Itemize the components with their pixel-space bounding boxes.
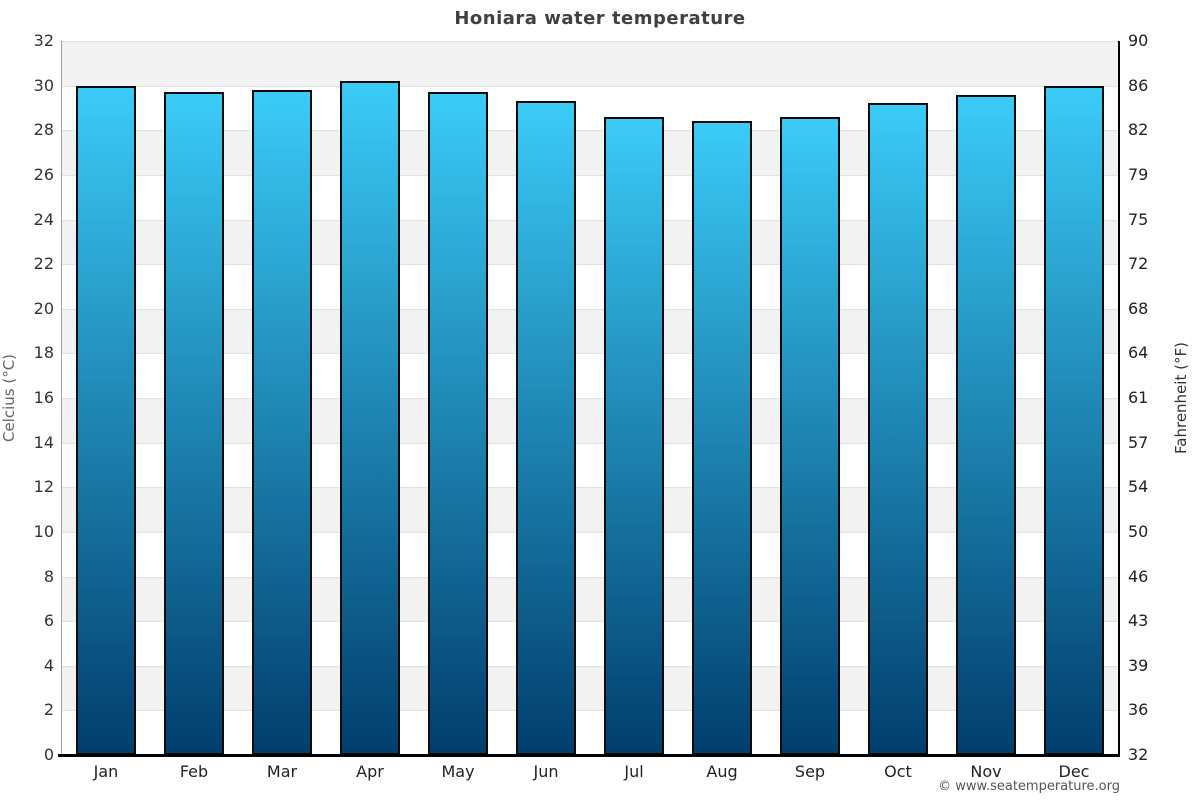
gridline <box>62 576 1118 578</box>
background-band <box>62 308 1118 354</box>
y-tick-celsius: 16 <box>33 388 54 407</box>
y-tick-fahrenheit: 36 <box>1128 700 1149 720</box>
y-tick-celsius: 30 <box>33 75 54 95</box>
gridline <box>62 308 1118 310</box>
background-band <box>62 174 1118 220</box>
temperature-bar-jul <box>604 116 664 755</box>
temperature-bar-jun <box>516 101 576 755</box>
y-tick-fahrenheit: 75 <box>1128 209 1149 229</box>
background-band <box>62 710 1118 755</box>
gridline <box>62 442 1118 444</box>
gridline <box>62 710 1118 712</box>
gridline <box>62 665 1118 667</box>
gridline <box>62 130 1118 132</box>
gridline <box>62 219 1118 221</box>
y-tick-fahrenheit: 64 <box>1128 343 1149 363</box>
y-tick-fahrenheit: 54 <box>1128 477 1149 497</box>
y-tick-fahrenheit: 90 <box>1128 31 1149 50</box>
gridline <box>62 41 1118 42</box>
y-tick-celsius: 14 <box>33 432 54 452</box>
plot-area <box>62 41 1118 755</box>
gridline <box>62 621 1118 623</box>
y-tick-fahrenheit: 86 <box>1128 75 1149 95</box>
background-band <box>62 531 1118 577</box>
background-band <box>62 487 1118 532</box>
background-band <box>62 41 1118 86</box>
x-tick-nov: Nov <box>970 762 1002 781</box>
background-band <box>62 665 1118 711</box>
x-tick-aug: Aug <box>706 762 738 781</box>
background-band <box>62 398 1118 443</box>
gridline <box>62 85 1118 87</box>
temperature-bar-jan <box>76 85 136 755</box>
y-tick-fahrenheit: 57 <box>1128 432 1149 452</box>
x-tick-sep: Sep <box>794 762 826 781</box>
x-tick-jun: Jun <box>533 762 559 781</box>
y-tick-celsius: 32 <box>33 31 54 50</box>
x-axis-line <box>58 754 1120 757</box>
y-tick-celsius: 12 <box>33 477 54 497</box>
x-tick-jul: Jul <box>624 762 644 781</box>
y-tick-fahrenheit: 61 <box>1128 388 1149 407</box>
gridline <box>62 264 1118 266</box>
y-axis-line-right <box>1118 41 1120 755</box>
y-tick-celsius: 6 <box>43 611 54 631</box>
y-tick-fahrenheit: 68 <box>1128 298 1149 318</box>
gridline <box>62 174 1118 176</box>
y-tick-fahrenheit: 72 <box>1128 254 1149 274</box>
background-band <box>62 219 1118 265</box>
temperature-bar-mar <box>252 90 312 755</box>
temperature-bar-aug <box>692 121 752 755</box>
gridline <box>62 398 1118 399</box>
y-tick-celsius: 18 <box>33 343 54 363</box>
y-tick-fahrenheit: 32 <box>1128 745 1149 764</box>
temperature-bar-sep <box>780 116 840 755</box>
background-band <box>62 621 1118 666</box>
background-band <box>62 576 1118 622</box>
y-tick-celsius: 10 <box>33 521 54 541</box>
background-band <box>62 130 1118 175</box>
gridline <box>62 487 1118 489</box>
y-tick-celsius: 26 <box>33 164 54 184</box>
x-tick-jan: Jan <box>93 762 119 781</box>
y-tick-celsius: 22 <box>33 254 54 274</box>
y-tick-celsius: 8 <box>43 566 54 586</box>
y-tick-celsius: 24 <box>33 209 54 229</box>
y-tick-celsius: 0 <box>43 745 54 764</box>
y-tick-fahrenheit: 39 <box>1128 655 1149 675</box>
y-tick-celsius: 28 <box>33 120 54 140</box>
chart-title: Honiara water temperature <box>454 8 746 29</box>
x-tick-mar: Mar <box>266 762 298 781</box>
y-tick-fahrenheit: 50 <box>1128 521 1149 541</box>
x-tick-may: May <box>441 762 475 781</box>
y-tick-celsius: 20 <box>33 298 54 318</box>
background-band <box>62 264 1118 309</box>
gridline <box>62 353 1118 355</box>
background-band <box>62 353 1118 398</box>
y-axis-line-left <box>61 41 62 755</box>
background-band <box>62 442 1118 488</box>
temperature-bar-nov <box>956 94 1016 755</box>
temperature-bar-apr <box>340 81 400 755</box>
attribution-text: © www.seatemperature.org <box>938 779 1120 794</box>
temperature-bar-oct <box>868 103 928 755</box>
background-band <box>62 85 1118 131</box>
temperature-bar-may <box>428 92 488 755</box>
x-tick-feb: Feb <box>179 762 209 781</box>
x-tick-dec: Dec <box>1058 762 1090 781</box>
x-tick-apr: Apr <box>356 762 384 781</box>
y-tick-celsius: 4 <box>43 655 54 675</box>
y-tick-fahrenheit: 46 <box>1128 566 1149 586</box>
gridline <box>62 531 1118 533</box>
y-tick-fahrenheit: 79 <box>1128 164 1149 184</box>
temperature-bar-feb <box>164 92 224 755</box>
x-tick-oct: Oct <box>884 762 912 781</box>
temperature-bar-dec <box>1044 85 1104 755</box>
y-tick-celsius: 2 <box>43 700 54 720</box>
y-tick-fahrenheit: 43 <box>1128 611 1149 631</box>
y-tick-fahrenheit: 82 <box>1128 120 1149 140</box>
